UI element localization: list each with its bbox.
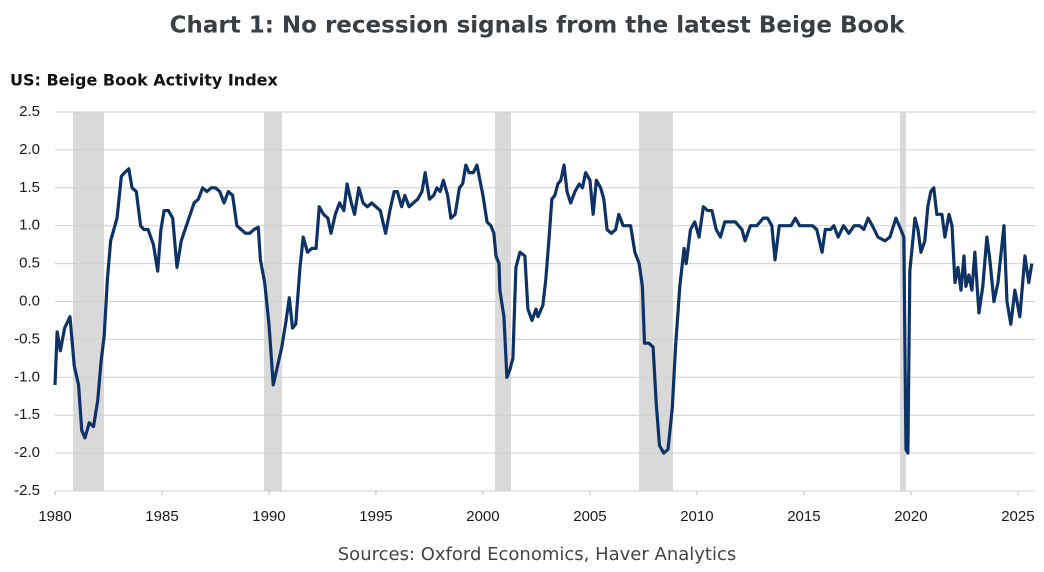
x-tick-label: 1980 bbox=[38, 508, 71, 525]
chart-subtitle: US: Beige Book Activity Index bbox=[10, 71, 278, 90]
x-tick-label: 1995 bbox=[359, 508, 392, 525]
y-tick-label: 0.0 bbox=[19, 292, 40, 309]
x-tick-label: 2010 bbox=[680, 508, 713, 525]
y-tick-label: 1.0 bbox=[19, 217, 40, 234]
chart-title: Chart 1: No recession signals from the l… bbox=[170, 13, 906, 39]
x-tick-label: 2020 bbox=[894, 508, 927, 525]
y-tick-label: -1.5 bbox=[14, 406, 40, 423]
y-tick-label: -0.5 bbox=[14, 330, 40, 347]
source-note: Sources: Oxford Economics, Haver Analyti… bbox=[338, 544, 737, 565]
y-tick-label: 0.5 bbox=[19, 255, 40, 272]
x-tick-label: 2005 bbox=[573, 508, 606, 525]
x-tick-label: 1990 bbox=[252, 508, 285, 525]
y-tick-label: -2.0 bbox=[14, 444, 40, 461]
y-tick-label: 2.0 bbox=[19, 141, 40, 158]
x-tick-label: 1985 bbox=[145, 508, 178, 525]
y-tick-label: 2.5 bbox=[19, 103, 40, 120]
x-tick-label: 2015 bbox=[787, 508, 820, 525]
y-tick-label: 1.5 bbox=[19, 179, 40, 196]
y-tick-label: -2.5 bbox=[14, 482, 40, 499]
x-tick-label: 2025 bbox=[1001, 508, 1034, 525]
data-line bbox=[53, 163, 1034, 455]
y-tick-label: -1.0 bbox=[14, 368, 40, 385]
x-tick-label: 2000 bbox=[466, 508, 499, 525]
